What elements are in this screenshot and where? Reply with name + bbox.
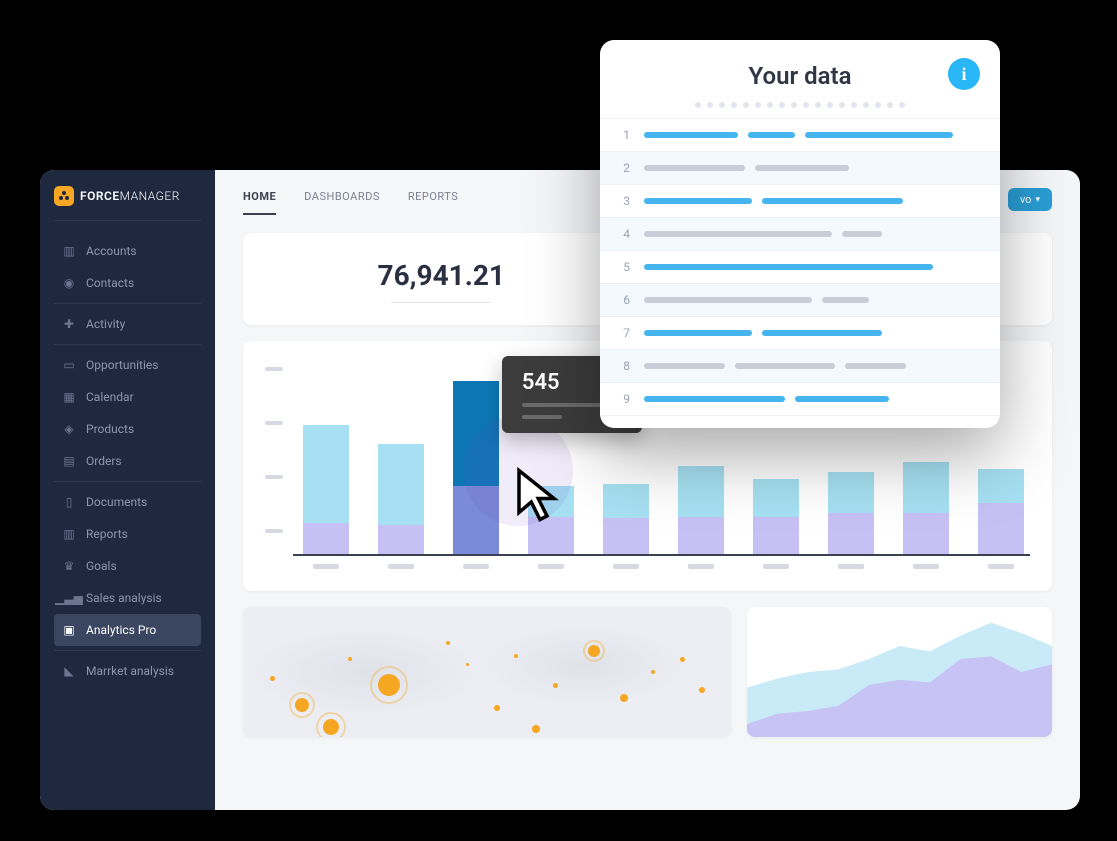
map-dot[interactable] bbox=[323, 719, 339, 735]
pill-button[interactable]: vo ▾ bbox=[1008, 188, 1052, 211]
chart-icon: ▣ bbox=[62, 623, 76, 637]
area-chart-card bbox=[747, 607, 1052, 737]
row-number: 1 bbox=[614, 128, 630, 142]
table-row[interactable]: 9 bbox=[600, 383, 1000, 416]
sidebar-item-sales-analysis[interactable]: ▁▃▅ Sales analysis bbox=[54, 582, 201, 614]
map-dot[interactable] bbox=[699, 687, 705, 693]
nav-label: Documents bbox=[86, 495, 147, 509]
sidebar-item-calendar[interactable]: ▦ Calendar bbox=[54, 381, 201, 413]
table-row[interactable]: 5 bbox=[600, 251, 1000, 284]
briefcase-icon: ▭ bbox=[62, 358, 76, 372]
sidebar-item-opportunities[interactable]: ▭ Opportunities bbox=[54, 349, 201, 381]
sidebar-item-documents[interactable]: ▯ Documents bbox=[54, 486, 201, 518]
tab-reports[interactable]: REPORTS bbox=[408, 190, 458, 215]
row-number: 5 bbox=[614, 260, 630, 274]
map-dot[interactable] bbox=[680, 657, 685, 662]
building-icon: ▥ bbox=[62, 244, 76, 258]
bars-icon: ▁▃▅ bbox=[62, 591, 76, 605]
nav-label: Sales analysis bbox=[86, 591, 162, 605]
brand-logo: FORCEMANAGER bbox=[54, 186, 201, 221]
map-dot[interactable] bbox=[620, 694, 628, 702]
user-icon: ◉ bbox=[62, 276, 76, 290]
row-number: 9 bbox=[614, 392, 630, 406]
table-row[interactable]: 7 bbox=[600, 317, 1000, 350]
cart-icon: ▤ bbox=[62, 454, 76, 468]
row-number: 6 bbox=[614, 293, 630, 307]
kpi-card-0: 76,941.21 bbox=[243, 233, 640, 325]
nav-label: Activity bbox=[86, 317, 125, 331]
doc-icon: ▯ bbox=[62, 495, 76, 509]
table-row[interactable]: 4 bbox=[600, 218, 1000, 251]
table-row[interactable]: 1 bbox=[600, 119, 1000, 152]
table-row[interactable]: 3 bbox=[600, 185, 1000, 218]
info-icon[interactable]: i bbox=[948, 58, 980, 90]
tab-home[interactable]: HOME bbox=[243, 190, 276, 215]
trophy-icon: ♛ bbox=[62, 559, 76, 573]
row-number: 4 bbox=[614, 227, 630, 241]
sidebar: FORCEMANAGER ▥ Accounts ◉ Contacts ✚ Activity… bbox=[40, 170, 215, 810]
nav-label: Contacts bbox=[86, 276, 134, 290]
nav-label: Reports bbox=[86, 527, 128, 541]
sidebar-item-orders[interactable]: ▤ Orders bbox=[54, 445, 201, 477]
row-number: 7 bbox=[614, 326, 630, 340]
logo-mark-icon bbox=[54, 186, 74, 206]
kpi-value: 76,941.21 bbox=[378, 259, 505, 292]
plus-icon: ✚ bbox=[62, 317, 76, 331]
sidebar-item-contacts[interactable]: ◉ Contacts bbox=[54, 267, 201, 299]
table-row[interactable]: 8 bbox=[600, 350, 1000, 383]
sidebar-item-products[interactable]: ◈ Products bbox=[54, 413, 201, 445]
map-dot[interactable] bbox=[270, 676, 275, 681]
nav-label: Goals bbox=[86, 559, 117, 573]
calendar-icon: ▦ bbox=[62, 390, 76, 404]
sidebar-item-reports[interactable]: ▥ Reports bbox=[54, 518, 201, 550]
sidebar-item-accounts[interactable]: ▥ Accounts bbox=[54, 235, 201, 267]
map-dot[interactable] bbox=[295, 698, 309, 712]
map-dot[interactable] bbox=[466, 663, 469, 666]
row-number: 2 bbox=[614, 161, 630, 175]
tag-icon: ◈ bbox=[62, 422, 76, 436]
nav-label: Analytics Pro bbox=[86, 623, 156, 637]
nav-label: Products bbox=[86, 422, 134, 436]
nav-label: Opportunities bbox=[86, 358, 158, 372]
table-row[interactable]: 6 bbox=[600, 284, 1000, 317]
sidebar-item-marrket-analysis[interactable]: ◣ Marrket analysis bbox=[54, 655, 201, 687]
sidebar-item-goals[interactable]: ♛ Goals bbox=[54, 550, 201, 582]
sidebar-item-activity[interactable]: ✚ Activity bbox=[54, 308, 201, 340]
row-number: 8 bbox=[614, 359, 630, 373]
tab-dashboards[interactable]: DASHBOARDS bbox=[304, 190, 380, 215]
map-dot[interactable] bbox=[651, 670, 655, 674]
table-row[interactable]: 2 bbox=[600, 152, 1000, 185]
popup-title: Your data bbox=[749, 62, 852, 90]
nav-label: Calendar bbox=[86, 390, 134, 404]
map-dot[interactable] bbox=[553, 683, 558, 688]
nav-label: Accounts bbox=[86, 244, 137, 258]
brand-name: FORCEMANAGER bbox=[80, 189, 180, 203]
sidebar-item-analytics-pro[interactable]: ▣ Analytics Pro bbox=[54, 614, 201, 646]
nav-label: Marrket analysis bbox=[86, 664, 174, 678]
nav-label: Orders bbox=[86, 454, 122, 468]
bar-col-1[interactable] bbox=[372, 363, 431, 554]
chevron-down-icon: ▾ bbox=[1035, 195, 1040, 205]
data-popup: Your data i 1 2 3 4 5 6 7 8 9 bbox=[600, 40, 1000, 428]
cursor-icon bbox=[512, 467, 568, 523]
map-card bbox=[243, 607, 731, 737]
row-number: 3 bbox=[614, 194, 630, 208]
map-dot[interactable] bbox=[532, 725, 540, 733]
report-icon: ▥ bbox=[62, 527, 76, 541]
bar-col-0[interactable] bbox=[297, 363, 356, 554]
megaphone-icon: ◣ bbox=[62, 664, 76, 678]
